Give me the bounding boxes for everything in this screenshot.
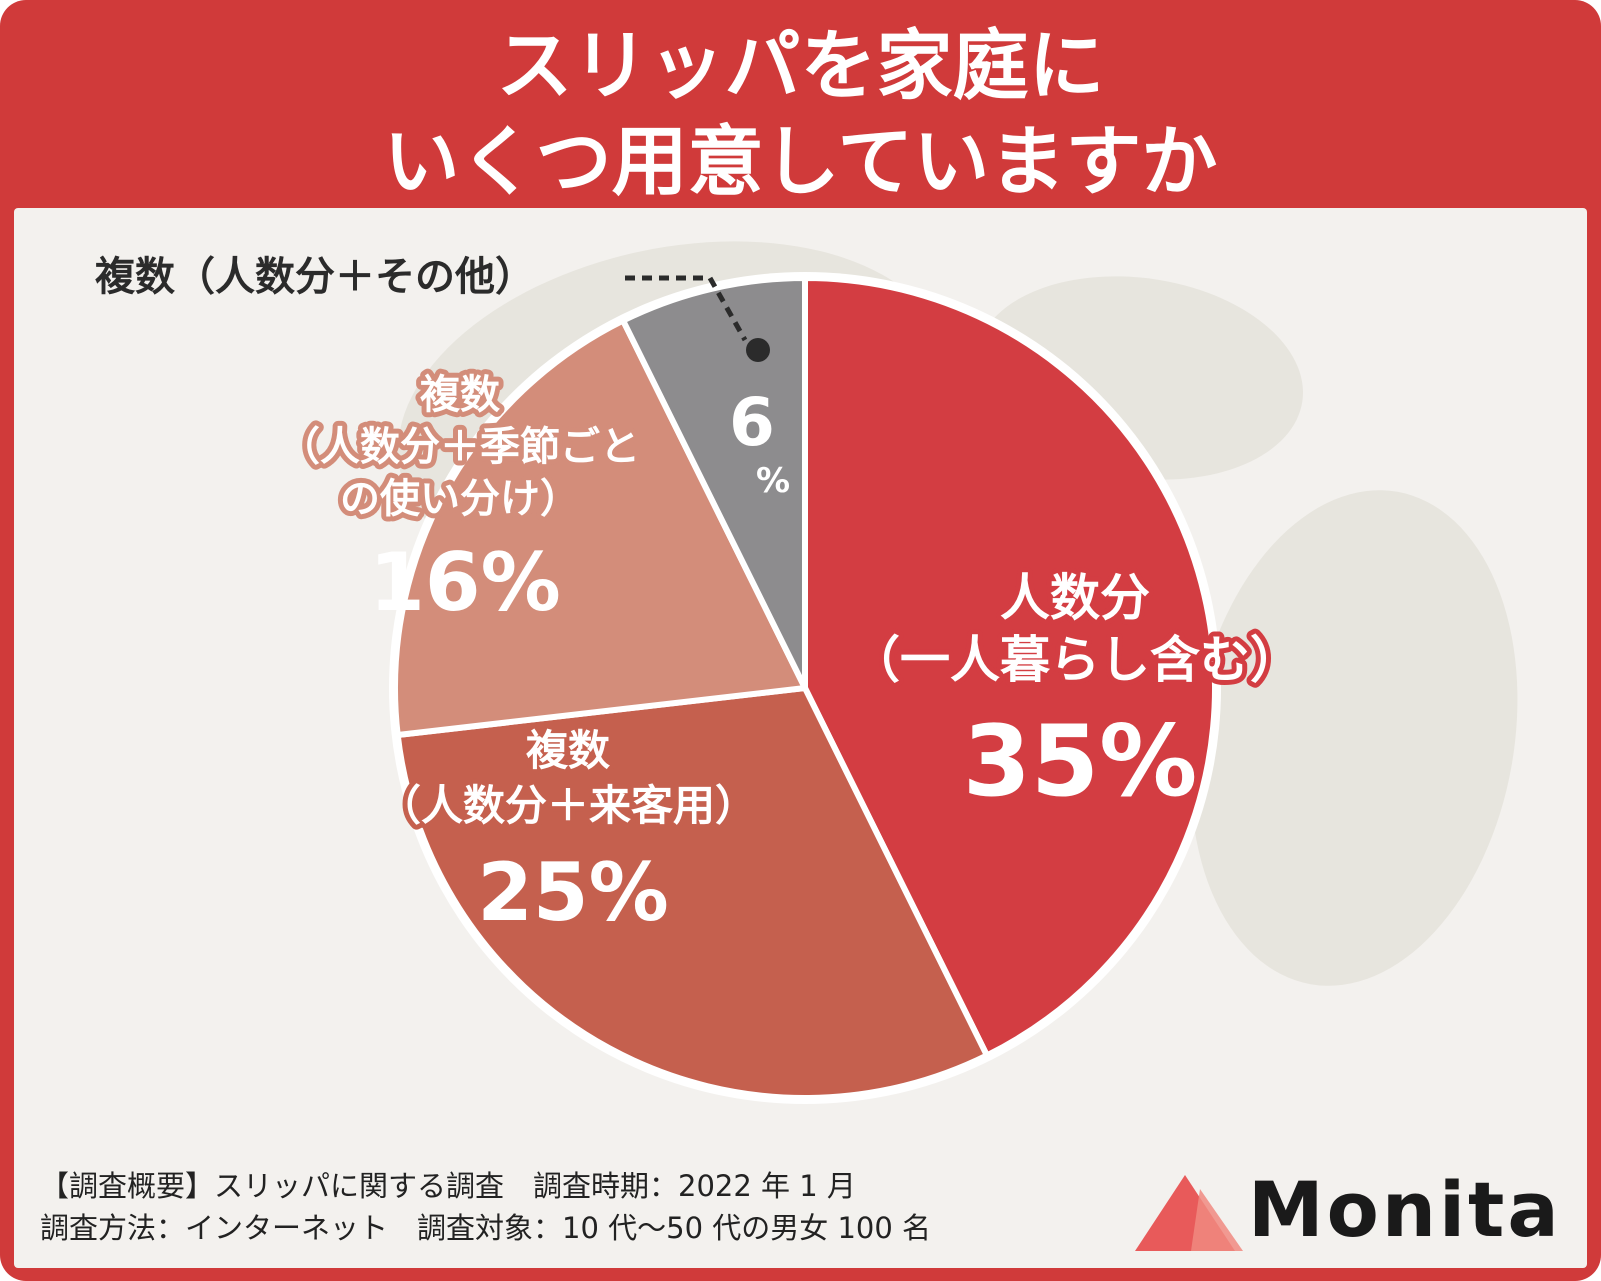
title-line-2: いくつ用意していますか: [383, 117, 1218, 206]
slice-3-label-line-1: 複数: [420, 372, 500, 418]
slice-1-label-line-1: 人数分: [1000, 569, 1150, 627]
pie-slice-1: [802, 275, 1218, 1059]
slice-1-label-line-2: （一人暮らし含む）: [850, 631, 1300, 689]
slice-1-value: 35%: [963, 705, 1198, 819]
slice-2-label-line-2: （人数分＋来客用）: [379, 781, 757, 830]
logo-text: Monita: [1248, 1165, 1562, 1254]
slice-2-label-line-1: 複数: [526, 726, 610, 775]
monita-logo: Monita: [1125, 1165, 1565, 1255]
survey-summary-line-1: 【調査概要】スリッパに関する調査 調査時期：2022 年 1 月: [40, 1169, 856, 1203]
slice-4-value: 6: [729, 384, 775, 461]
slice-4-leader-line: [625, 275, 748, 342]
slice-3-label-line-2: （人数分＋季節ごと: [280, 424, 640, 470]
slice-3-value: 16%: [369, 536, 560, 629]
chart-title: スリッパを家庭に いくつ用意していますか: [0, 18, 1601, 210]
survey-summary: 【調査概要】スリッパに関する調査 調査時期：2022 年 1 月 調査方法：イン…: [40, 1165, 931, 1249]
slice-4-value-unit: %: [756, 461, 790, 501]
title-line-1: スリッパを家庭に: [496, 21, 1105, 110]
slice-4-leader-dot: [746, 338, 770, 362]
slice-3-label-line-3: の使い分け）: [340, 476, 580, 522]
slice-2-value: 25%: [477, 846, 668, 939]
survey-summary-line-2: 調査方法：インターネット 調査対象：10 代〜50 代の男女 100 名: [40, 1211, 932, 1245]
pie-slice-4: [620, 275, 808, 691]
logo-triangle-icon: [1135, 1175, 1243, 1251]
pie-slice-2: [394, 685, 990, 1101]
slice-4-label: 複数（人数分＋その他）: [95, 254, 535, 300]
pie-slice-3: [392, 317, 808, 739]
